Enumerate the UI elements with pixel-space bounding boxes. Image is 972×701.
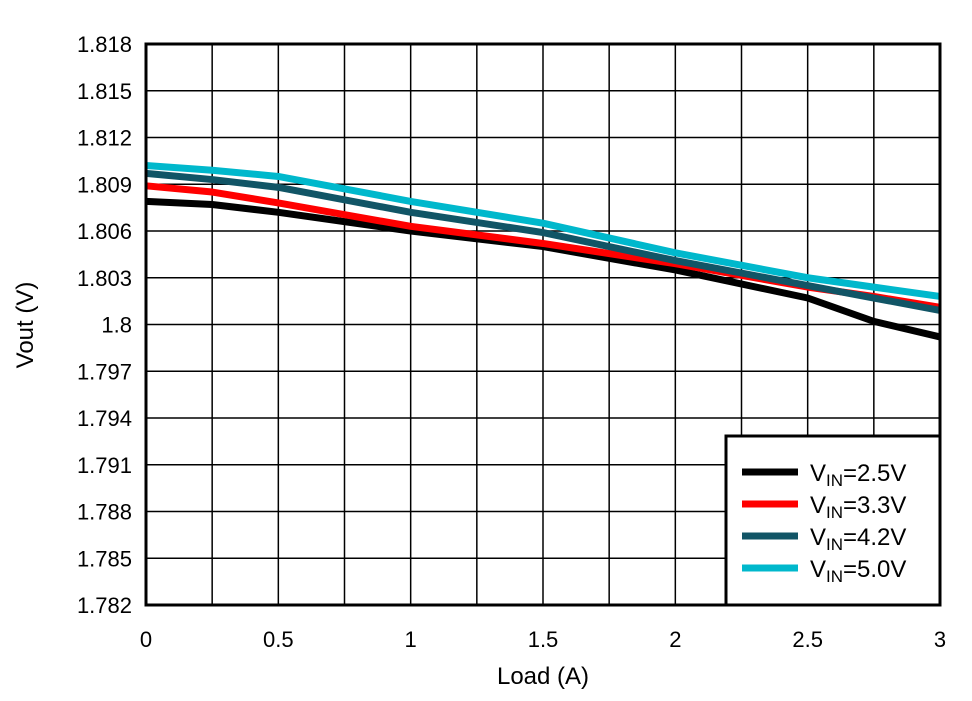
legend-box bbox=[724, 434, 942, 607]
series-line-3 bbox=[145, 162, 941, 300]
x-tick-label: 0 bbox=[140, 627, 152, 652]
y-tick-label: 1.794 bbox=[77, 406, 132, 431]
y-tick-label: 1.8 bbox=[101, 313, 132, 338]
y-tick-label: 1.818 bbox=[77, 32, 132, 57]
x-tick-label: 3 bbox=[934, 627, 946, 652]
x-axis-label: Load (A) bbox=[497, 663, 589, 690]
y-tick-label: 1.782 bbox=[77, 593, 132, 618]
y-tick-label: 1.797 bbox=[77, 359, 132, 384]
x-tick-label: 2.5 bbox=[792, 627, 823, 652]
y-tick-labels: 1.818 1.815 1.812 1.809 1.806 1.803 1.8 1.797 1.… bbox=[77, 32, 132, 618]
series-line-2 bbox=[145, 169, 941, 314]
y-tick-label: 1.812 bbox=[77, 126, 132, 151]
y-tick-label: 1.791 bbox=[77, 453, 132, 478]
x-tick-label: 2 bbox=[669, 627, 681, 652]
plot-frame bbox=[144, 42, 942, 607]
x-tick-label: 1 bbox=[405, 627, 417, 652]
y-tick-label: 1.809 bbox=[77, 172, 132, 197]
x-tick-labels: 0 0.5 1 1.5 2 2.5 3 bbox=[140, 627, 946, 652]
series-lines bbox=[145, 162, 941, 341]
y-tick-label: 1.806 bbox=[77, 219, 132, 244]
y-tick-label: 1.803 bbox=[77, 266, 132, 291]
y-tick-label: 1.815 bbox=[77, 79, 132, 104]
y-tick-label: 1.788 bbox=[77, 500, 132, 525]
legend-entry: VIN=2.5V bbox=[810, 460, 906, 490]
x-tick-label: 0.5 bbox=[263, 627, 294, 652]
y-axis-label: Vout (V) bbox=[12, 282, 39, 369]
legend-entry: VIN=5.0V bbox=[810, 556, 906, 586]
y-tick-label: 1.785 bbox=[77, 546, 132, 571]
x-tick-label: 1.5 bbox=[528, 627, 559, 652]
legend-entry: VIN=3.3V bbox=[810, 492, 906, 522]
legend-entry: VIN=4.2V bbox=[810, 524, 906, 554]
